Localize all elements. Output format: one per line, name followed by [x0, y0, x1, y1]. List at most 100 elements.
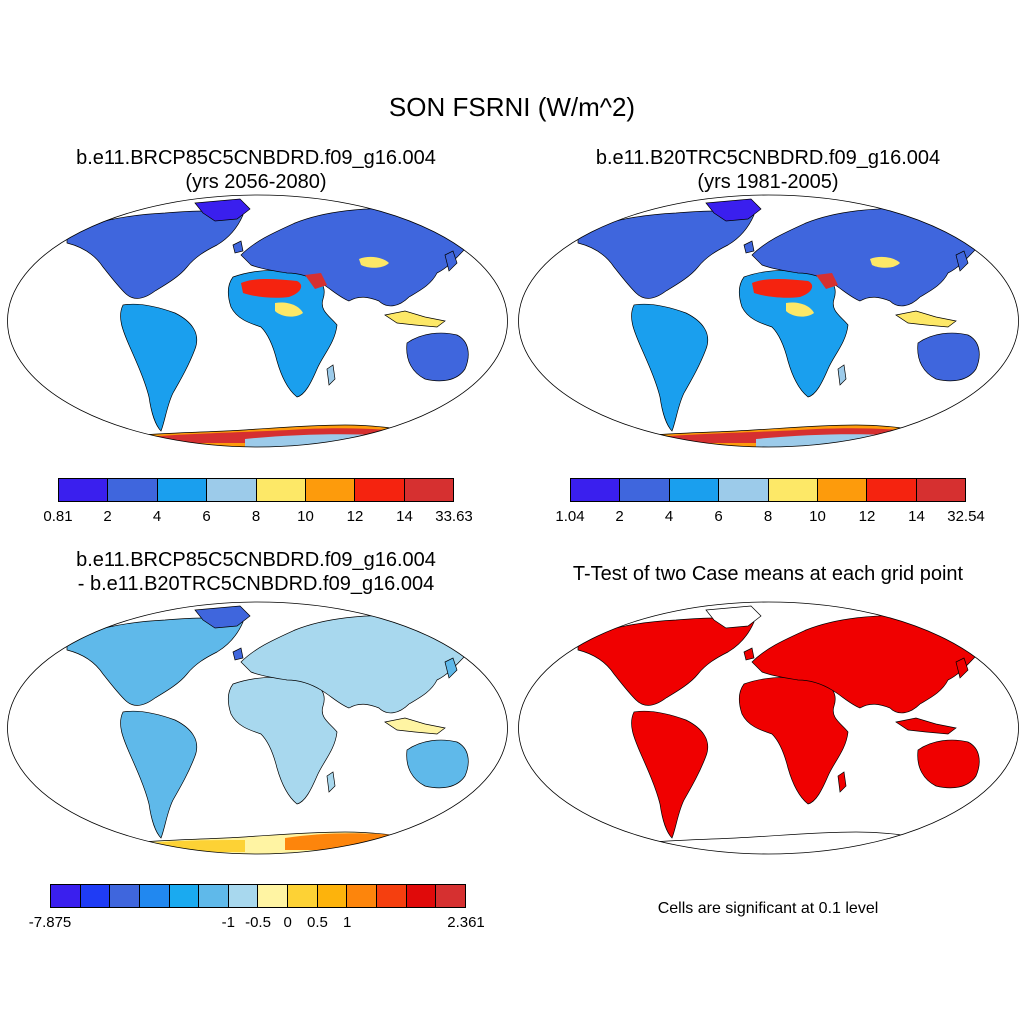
colorbar-tick-label: 6 [202, 508, 211, 525]
colorbar-tick-label: 1 [342, 914, 352, 931]
colorbar-swatch [916, 479, 965, 501]
colorbar-swatch [51, 885, 81, 907]
map-border [518, 194, 1019, 448]
land-uk [743, 240, 755, 254]
panel-title-top-left: b.e11.BRCP85C5CNBDRD.f09_g16.004 (yrs 20… [0, 146, 512, 194]
colorbar-swatch [110, 885, 140, 907]
colorbar-tick-label: 32.54 [947, 508, 985, 525]
land-madagascar [326, 364, 336, 386]
colorbar-tick-label: 0.5 [306, 914, 328, 931]
arabia-hotspot [816, 273, 838, 289]
significance-note: Cells are significant at 0.1 level [657, 900, 879, 917]
colorbar-swatch [169, 885, 200, 907]
map-bottom-left [7, 601, 508, 855]
land-sa [631, 303, 709, 432]
colorbar-swatch [347, 885, 378, 907]
sahel-hotspot [786, 302, 814, 317]
land-greenland [194, 198, 251, 222]
colorbar-swatch [288, 885, 318, 907]
colorbar-swatch [669, 479, 720, 501]
land-sa [120, 710, 198, 839]
colorbar-tick-label: 4 [152, 508, 162, 525]
colorbar-swatch [108, 479, 158, 501]
panel-title-line2: (yrs 2056-2080) [185, 171, 327, 193]
colorbar-tick-label: 8 [763, 508, 773, 525]
land-madagascar [326, 771, 336, 793]
colorbar-tick-label: 12 [346, 508, 364, 525]
antarctica-band [125, 840, 245, 852]
colorbar-swatch [207, 479, 257, 501]
colorbar-tick-label: 2 [615, 508, 624, 525]
land-australia [917, 739, 980, 789]
colorbar-tick-label: -0.5 [245, 914, 271, 931]
sahara-hotspot [241, 279, 302, 298]
colorbar-swatch [199, 885, 229, 907]
sahel-hotspot [275, 302, 303, 317]
panel-title-top-right: b.e11.B20TRC5CNBDRD.f09_g16.004 (yrs 198… [512, 146, 1024, 194]
colorbar-swatch [867, 479, 917, 501]
land-sa [631, 710, 709, 839]
land-japan [444, 250, 458, 272]
panel-title-bottom-right: T-Test of two Case means at each grid po… [572, 563, 964, 585]
land-uk [743, 647, 755, 661]
land-greenland [194, 605, 251, 629]
colorbar-tick-label: 10 [297, 508, 314, 525]
land-australia [406, 332, 469, 382]
colorbar-tick-label: 2 [103, 508, 112, 525]
land-japan [955, 250, 969, 272]
colorbar-tick-label: 14 [908, 508, 925, 525]
arabia-hotspot [305, 273, 327, 289]
panel-title-line2: (yrs 1981-2005) [697, 171, 839, 193]
land-na [66, 210, 244, 299]
colorbar-swatch [571, 479, 621, 501]
colorbar-swatch [139, 885, 170, 907]
colorbar-top-left [58, 478, 454, 502]
colorbar-swatch [406, 885, 437, 907]
land-uk [232, 647, 244, 661]
map-top-left [7, 194, 508, 448]
colorbar-swatch [80, 885, 111, 907]
colorbar-swatch [256, 479, 306, 501]
colorbar-swatch [817, 479, 868, 501]
colorbar-swatch [377, 885, 407, 907]
land-japan [955, 657, 969, 679]
land-australia [406, 739, 469, 789]
land-greenland [705, 198, 762, 222]
tibet-hotspot [870, 256, 900, 268]
land-indonesia [895, 310, 957, 328]
colorbar-tick-label: 4 [664, 508, 674, 525]
colorbar-tick-label: -7.875 [28, 914, 72, 931]
colorbar-tick-label: 6 [714, 508, 723, 525]
colorbar-bottom-left [50, 884, 466, 908]
map-bottom-right [518, 601, 1019, 855]
colorbar-swatch [436, 885, 465, 907]
colorbar-swatch [258, 885, 289, 907]
map-top-right [518, 194, 1019, 448]
map-border [7, 194, 508, 448]
land-na [577, 210, 755, 299]
colorbar-swatch [768, 479, 818, 501]
colorbar-swatch [317, 885, 348, 907]
land-indonesia [384, 310, 446, 328]
colorbar-tick-label: 0.81 [43, 508, 73, 525]
colorbar-tick-label: 1.04 [555, 508, 585, 525]
land-na [577, 617, 755, 706]
main-title: SON FSRNI (W/m^2) [388, 92, 636, 122]
land-madagascar [837, 771, 847, 793]
land-japan [444, 657, 458, 679]
colorbar-swatch [59, 479, 109, 501]
land-greenland [705, 605, 762, 629]
land-indonesia [384, 717, 446, 735]
colorbar-swatch [228, 885, 259, 907]
colorbar-tick-label: 8 [251, 508, 261, 525]
colorbar-swatch [355, 479, 405, 501]
colorbar-swatch [620, 479, 670, 501]
tibet-hotspot [359, 256, 389, 268]
panel-title-line1: b.e11.BRCP85C5CNBDRD.f09_g16.004 [76, 147, 436, 169]
colorbar-swatch [404, 479, 453, 501]
colorbar-tick-label: 10 [809, 508, 826, 525]
land-na [66, 617, 244, 706]
colorbar-tick-label: -1 [221, 914, 235, 931]
panel-title-line2: - b.e11.B20TRC5CNBDRD.f09_g16.004 [77, 573, 435, 595]
colorbar-swatch [157, 479, 208, 501]
